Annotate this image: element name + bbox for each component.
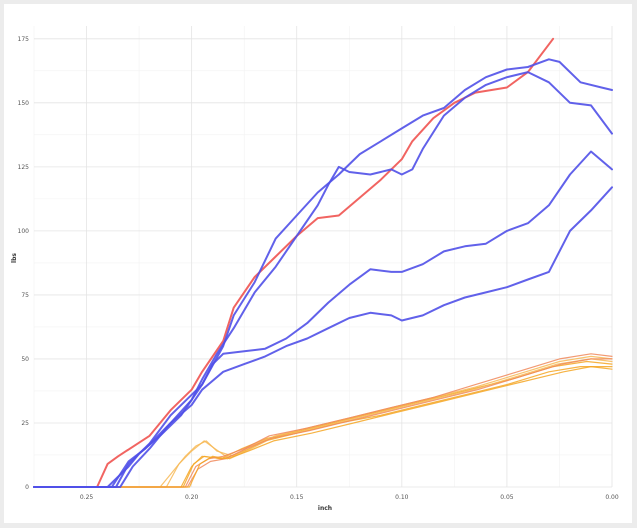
x-tick-label: 0.00 bbox=[605, 494, 619, 501]
y-axis-ticks: 0 25 50 75 100 125 150 175 bbox=[18, 36, 30, 491]
y-tick-label: 125 bbox=[18, 164, 30, 171]
series-line-10 bbox=[33, 358, 613, 488]
y-tick-label: 25 bbox=[21, 420, 29, 427]
series-line-7 bbox=[33, 355, 613, 488]
grid bbox=[33, 26, 613, 488]
x-tick-label: 0.20 bbox=[185, 494, 199, 501]
chart-frame: 0.25 0.20 0.15 0.10 0.05 0.00 0 25 50 75 100 125 15… bbox=[4, 4, 632, 523]
y-axis-label: lbs bbox=[11, 253, 18, 263]
series-line-3 bbox=[33, 150, 613, 488]
y-tick-label: 0 bbox=[25, 484, 29, 491]
series-group bbox=[33, 37, 613, 488]
series-line-2 bbox=[33, 71, 613, 488]
x-axis-ticks: 0.25 0.20 0.15 0.10 0.05 0.00 bbox=[80, 494, 619, 501]
x-tick-label: 0.25 bbox=[80, 494, 94, 501]
series-line-4 bbox=[33, 186, 613, 488]
x-axis-label: inch bbox=[318, 505, 332, 512]
x-tick-label: 0.10 bbox=[395, 494, 409, 501]
y-tick-label: 150 bbox=[18, 100, 30, 107]
x-tick-label: 0.05 bbox=[500, 494, 514, 501]
y-tick-label: 75 bbox=[21, 292, 29, 299]
x-tick-label: 0.15 bbox=[290, 494, 304, 501]
line-chart: 0.25 0.20 0.15 0.10 0.05 0.00 0 25 50 75 100 125 15… bbox=[11, 26, 619, 512]
series-line-11 bbox=[33, 366, 613, 488]
series-line-1 bbox=[33, 58, 613, 488]
y-tick-label: 50 bbox=[21, 356, 29, 363]
y-tick-label: 175 bbox=[18, 36, 30, 43]
y-tick-label: 100 bbox=[18, 228, 30, 235]
